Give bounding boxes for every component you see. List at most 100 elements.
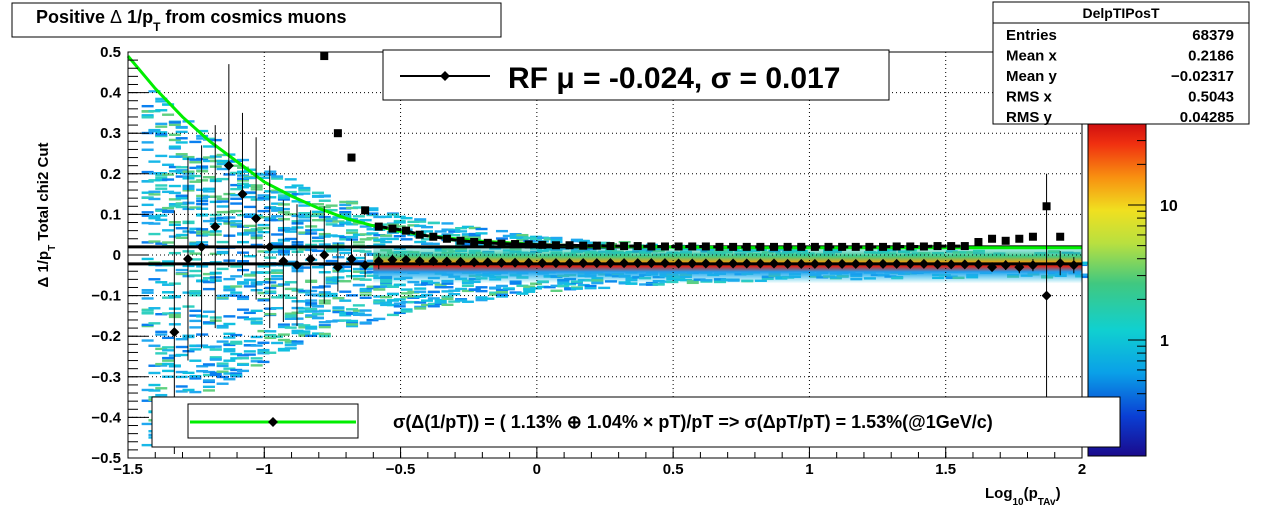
heatmap-cell [284, 213, 297, 216]
heatmap-cell [421, 293, 434, 297]
heatmap-cell [461, 284, 474, 287]
rms-point [606, 242, 615, 251]
heatmap-cell [175, 137, 188, 140]
mean-point [809, 258, 820, 269]
heatmap-cell [175, 337, 188, 341]
y-tick-label: −0.2 [91, 328, 121, 345]
mean-point [278, 256, 289, 267]
mean-point [401, 254, 412, 265]
heatmap-cell [577, 283, 590, 287]
heatmap-cell [489, 291, 502, 294]
rms-point [824, 242, 833, 251]
heatmap-cell [168, 145, 181, 148]
heatmap-cell [393, 305, 406, 308]
heatmap-cell [202, 190, 215, 193]
heatmap-cell [366, 237, 379, 240]
heatmap-cell [352, 283, 365, 287]
heatmap-cell [196, 333, 209, 336]
heatmap-cell [468, 288, 481, 291]
heatmap-cell [366, 213, 379, 217]
heatmap-cell [209, 138, 222, 142]
heatmap-cell [168, 204, 181, 208]
heatmap-cell [209, 252, 222, 256]
heatmap-cell [264, 218, 277, 222]
heatmap-cell [243, 311, 256, 315]
heatmap-cell [216, 294, 229, 298]
heatmap-cell [189, 227, 202, 231]
heatmap-cell [277, 226, 290, 230]
heatmap-cell [311, 236, 324, 239]
heatmap-cell [223, 378, 236, 381]
heatmap-cell [434, 286, 447, 289]
heatmap-cell [155, 178, 168, 182]
heatmap-cell [202, 280, 215, 284]
heatmap-cell [305, 303, 318, 307]
heatmap-cell [366, 265, 379, 268]
heatmap-cell [182, 371, 195, 375]
heatmap-cell [325, 280, 338, 284]
heatmap-cell [148, 160, 161, 163]
heatmap-cell [223, 367, 236, 370]
heatmap-cell [346, 202, 359, 205]
heatmap-cell [257, 226, 270, 230]
heatmap-cell [189, 166, 202, 170]
heatmap-cell [237, 213, 250, 217]
heatmap-cell [175, 233, 188, 237]
heatmap-cell [141, 312, 154, 315]
heatmap-cell [271, 218, 284, 222]
heatmap-cell [182, 305, 195, 308]
heatmap-cell [196, 129, 209, 133]
heatmap-cell [189, 274, 202, 277]
heatmap-cell [189, 140, 202, 144]
heatmap-cell [189, 258, 202, 261]
heatmap-cell [209, 217, 222, 220]
heatmap-cell [257, 198, 270, 201]
heatmap-cell [421, 303, 434, 307]
heatmap-cell [277, 194, 290, 197]
heatmap-cell [346, 231, 359, 235]
heatmap-cell [196, 279, 209, 282]
heatmap-cell [448, 300, 461, 303]
heatmap-cell [366, 318, 379, 322]
mean-point [905, 258, 916, 269]
heatmap-cell [148, 222, 161, 225]
heatmap-cell [230, 265, 243, 268]
mean-point [823, 258, 834, 269]
heatmap-cell [175, 390, 188, 393]
heatmap-cell [318, 232, 331, 236]
legend-bottom-label: σ(Δ(1/pT)) = ( 1.13% ⊕ 1.04% × pT)/pT =>… [393, 412, 993, 432]
heatmap-cell [536, 285, 549, 289]
stats-value: 0.2186 [1188, 48, 1234, 65]
heatmap-cell [502, 234, 515, 238]
heatmap-cell [455, 299, 468, 302]
rms-point [960, 242, 969, 251]
heatmap-cell [264, 271, 277, 274]
heatmap-cell [162, 190, 175, 194]
heatmap-cell [516, 239, 529, 242]
heatmap-cell [223, 343, 236, 347]
heatmap-cell [250, 228, 263, 231]
heatmap-cell [189, 291, 202, 294]
heatmap-cell [271, 243, 284, 246]
heatmap-cell [407, 300, 420, 304]
rms-point [483, 238, 492, 247]
stats-title: DelpTIPosT [1082, 5, 1159, 21]
heatmap-cell [502, 287, 515, 290]
heatmap-cell [189, 344, 202, 347]
heatmap-cell [400, 310, 413, 313]
heatmap-cell [427, 242, 440, 246]
heatmap-cell [305, 299, 318, 302]
heatmap-cell [237, 268, 250, 272]
heatmap-cell [339, 213, 352, 217]
heatmap-cell [332, 242, 345, 245]
heatmap-cell [284, 340, 297, 343]
rms-point [402, 226, 411, 235]
heatmap-cell [168, 121, 181, 124]
heatmap-cell [325, 277, 338, 280]
rms-point [1056, 232, 1065, 241]
heatmap-cell [441, 286, 454, 289]
heatmap-cell [441, 297, 454, 300]
y-axis: 0.5 0.4 0.3 0.2 0.1 0 −0.1 −0.2 −0.3 −0.4 −0.5 [91, 44, 148, 467]
heatmap-cell [550, 236, 563, 240]
heatmap-cell [175, 268, 188, 272]
